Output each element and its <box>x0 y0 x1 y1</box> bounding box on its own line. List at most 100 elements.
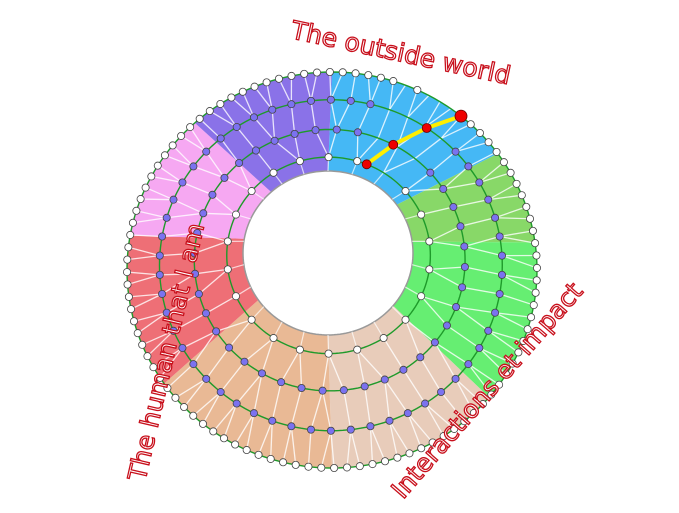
mesh-line <box>440 391 465 422</box>
outer-node <box>177 131 186 140</box>
mesh-line <box>356 132 359 162</box>
outer-node <box>136 195 145 204</box>
mesh-line <box>455 306 489 332</box>
mid-node <box>380 375 389 384</box>
mesh-line <box>501 274 537 282</box>
mesh-line <box>189 126 207 153</box>
outer-node <box>413 85 422 94</box>
mid-node <box>191 269 200 278</box>
mesh-line <box>499 235 536 244</box>
mid-node <box>306 425 315 434</box>
outer-node <box>492 147 501 156</box>
mid-node <box>491 213 500 222</box>
mesh-line <box>321 390 332 431</box>
highlight-node <box>388 139 399 150</box>
mesh-line <box>421 206 454 216</box>
mesh-line <box>161 273 196 295</box>
highlight-path <box>364 114 464 167</box>
mesh-line <box>388 84 407 111</box>
mid-node <box>495 232 504 241</box>
mid-node <box>430 338 439 347</box>
mesh-line <box>402 369 426 404</box>
outer-node <box>128 218 137 227</box>
mid-node <box>158 289 167 298</box>
mid-node <box>189 162 198 171</box>
mesh-line <box>244 337 274 363</box>
outer-node <box>163 384 172 393</box>
mid-node <box>464 360 473 369</box>
mid-node <box>484 326 493 335</box>
mesh-line <box>454 378 475 414</box>
outer-node <box>428 438 437 447</box>
inner-node <box>247 315 256 324</box>
outer-node <box>466 120 475 129</box>
mesh-line <box>494 206 527 219</box>
outer-node <box>343 463 352 472</box>
mesh-line <box>369 426 374 465</box>
outer-node <box>364 71 373 80</box>
mesh-line <box>270 420 273 459</box>
mesh-line <box>455 306 496 314</box>
highlight-node <box>421 123 432 133</box>
mesh-line <box>133 312 167 322</box>
mesh-line <box>460 217 496 227</box>
outer-node <box>531 288 540 297</box>
mesh-line <box>487 330 519 353</box>
mid-node <box>385 416 394 425</box>
mesh-line <box>388 420 411 454</box>
mid-node <box>212 327 221 336</box>
mesh-line <box>166 212 204 219</box>
mesh-line <box>356 349 366 387</box>
mesh-line <box>310 72 318 101</box>
mesh-line <box>440 123 472 140</box>
mesh-line <box>183 378 207 408</box>
mid-node <box>460 262 469 271</box>
mid-node <box>225 343 234 352</box>
mesh-line <box>173 199 204 214</box>
sector-6 <box>130 122 272 239</box>
mesh-line <box>455 141 489 153</box>
mesh-line <box>488 330 524 342</box>
outer-node <box>186 123 195 132</box>
mesh-line <box>373 172 385 185</box>
outer-node <box>495 380 504 389</box>
mesh-line <box>343 390 352 430</box>
mesh-line <box>212 194 237 216</box>
mid-node <box>497 270 506 279</box>
outer-node <box>355 462 364 471</box>
highlight-line <box>364 114 464 167</box>
mesh-line <box>464 235 500 248</box>
outer-node <box>124 243 133 252</box>
mesh-line <box>265 82 273 110</box>
mid-node <box>199 209 208 218</box>
mesh-line <box>203 212 236 216</box>
outer-node <box>376 73 385 82</box>
mesh-line <box>369 77 382 105</box>
mesh-line <box>278 78 292 105</box>
mesh-line <box>357 103 372 133</box>
mesh-line <box>383 157 416 174</box>
mesh-line <box>429 225 461 242</box>
mid-node <box>360 382 369 391</box>
mid-node <box>484 195 493 204</box>
mesh-line <box>234 412 255 445</box>
mesh-line <box>468 151 497 167</box>
mesh-line <box>253 373 263 414</box>
mid-node <box>437 388 446 397</box>
mid-node <box>216 134 225 143</box>
mid-node <box>202 374 211 383</box>
mid-node <box>346 425 355 434</box>
mid-node <box>306 96 315 105</box>
mesh-line <box>202 391 222 425</box>
outer-node <box>532 263 541 272</box>
outer-node <box>149 363 158 372</box>
mesh-line <box>257 420 273 456</box>
outer-node <box>123 268 132 277</box>
mid-node <box>268 105 277 114</box>
mid-node <box>194 289 203 298</box>
highlight-node <box>361 159 372 170</box>
mid-node <box>452 302 461 311</box>
ring-line-0 <box>226 156 432 355</box>
mesh-line <box>172 144 194 167</box>
outer-node <box>460 417 469 426</box>
